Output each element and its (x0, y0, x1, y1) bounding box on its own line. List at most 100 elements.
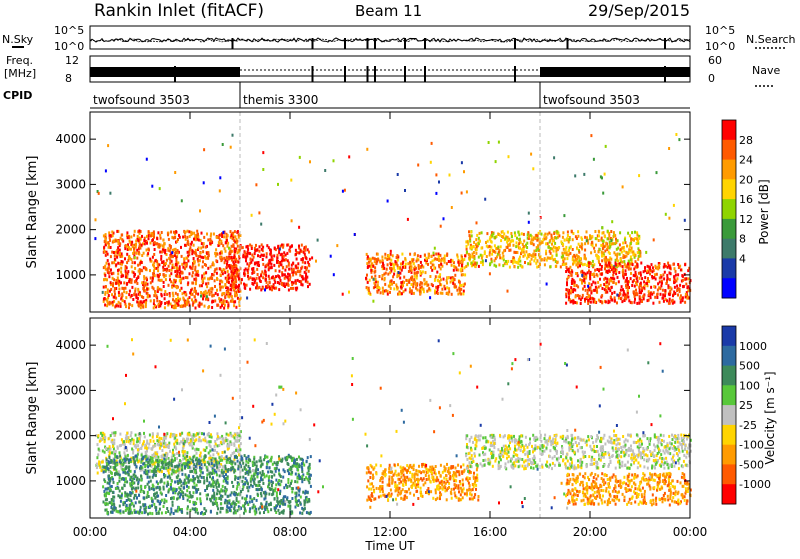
data-cell (292, 465, 294, 468)
data-cell (393, 281, 395, 284)
data-cell (584, 255, 586, 258)
data-cell (222, 286, 224, 289)
data-cell (591, 273, 593, 276)
data-speck (528, 212, 530, 215)
data-cell (305, 272, 307, 275)
data-cell (242, 246, 244, 249)
data-cell (186, 451, 188, 454)
data-cell (518, 242, 520, 245)
data-cell (563, 263, 565, 266)
data-cell (595, 237, 597, 240)
data-cell (457, 261, 459, 264)
data-cell (113, 504, 115, 507)
data-cell (125, 305, 127, 308)
data-cell (173, 512, 175, 515)
data-cell (476, 234, 478, 237)
data-cell (249, 288, 251, 291)
data-cell (456, 289, 458, 292)
data-speck (255, 183, 257, 186)
data-speck (532, 167, 534, 170)
data-cell (447, 277, 449, 280)
data-cell (580, 262, 582, 265)
data-cell (188, 301, 190, 304)
data-cell (297, 279, 299, 282)
data-cell (232, 268, 234, 271)
data-cell (276, 261, 278, 264)
data-cell (669, 293, 671, 296)
data-speck (138, 229, 140, 232)
data-cell (138, 460, 140, 463)
data-cell (672, 294, 674, 297)
data-cell (535, 262, 537, 265)
data-speck (315, 260, 317, 263)
data-cell (293, 281, 295, 284)
data-cell (157, 500, 159, 503)
data-speck (601, 226, 603, 229)
data-cell (175, 447, 177, 450)
data-cell (589, 277, 591, 280)
data-cell (268, 281, 270, 284)
data-cell (473, 245, 475, 248)
data-cell (617, 276, 619, 279)
data-cell (416, 260, 418, 263)
data-cell (656, 296, 658, 299)
data-cell (155, 451, 157, 454)
data-cell (104, 297, 106, 300)
data-cell (222, 437, 224, 440)
data-speck (222, 143, 224, 146)
data-cell (133, 247, 135, 250)
cpid-segment-label: themis 3300 (243, 93, 318, 107)
data-cell (136, 277, 138, 280)
data-cell (187, 240, 189, 243)
data-cell (289, 278, 291, 281)
data-cell (576, 284, 578, 287)
data-cell (669, 278, 671, 281)
data-cell (187, 259, 189, 262)
data-cell (141, 281, 143, 284)
data-cell (153, 230, 155, 233)
colorbar-swatch (722, 258, 736, 278)
data-cell (415, 283, 417, 286)
data-cell (268, 476, 270, 479)
data-cell (140, 447, 142, 450)
data-cell (374, 270, 376, 273)
data-cell (211, 306, 213, 309)
data-cell (110, 302, 112, 305)
data-speck (277, 183, 279, 186)
data-cell (117, 487, 119, 490)
freq-tick-top: 12 (65, 54, 79, 67)
data-cell (587, 289, 589, 292)
data-cell (524, 254, 526, 257)
data-cell (288, 289, 290, 292)
data-cell (563, 248, 565, 251)
data-cell (199, 284, 201, 287)
data-cell (173, 279, 175, 282)
data-cell (602, 251, 604, 254)
data-cell (171, 455, 173, 458)
data-cell (146, 235, 148, 238)
data-cell (209, 293, 211, 296)
data-cell (560, 240, 562, 243)
data-cell (368, 287, 370, 290)
data-cell (207, 306, 209, 309)
data-cell (184, 479, 186, 482)
data-cell (129, 290, 131, 293)
data-cell (466, 248, 468, 251)
data-cell (122, 299, 124, 302)
data-cell (234, 462, 236, 465)
data-cell (247, 251, 249, 254)
data-cell (280, 253, 282, 256)
data-cell (198, 439, 200, 442)
data-speck (146, 158, 148, 161)
data-cell (221, 455, 223, 458)
data-cell (290, 287, 292, 290)
data-cell (99, 440, 101, 443)
data-cell (400, 286, 402, 289)
data-cell (597, 281, 599, 284)
data-cell (139, 293, 141, 296)
data-cell (233, 301, 235, 304)
data-cell (680, 268, 682, 271)
data-cell (227, 234, 229, 237)
data-cell (159, 304, 161, 307)
data-cell (158, 443, 160, 446)
